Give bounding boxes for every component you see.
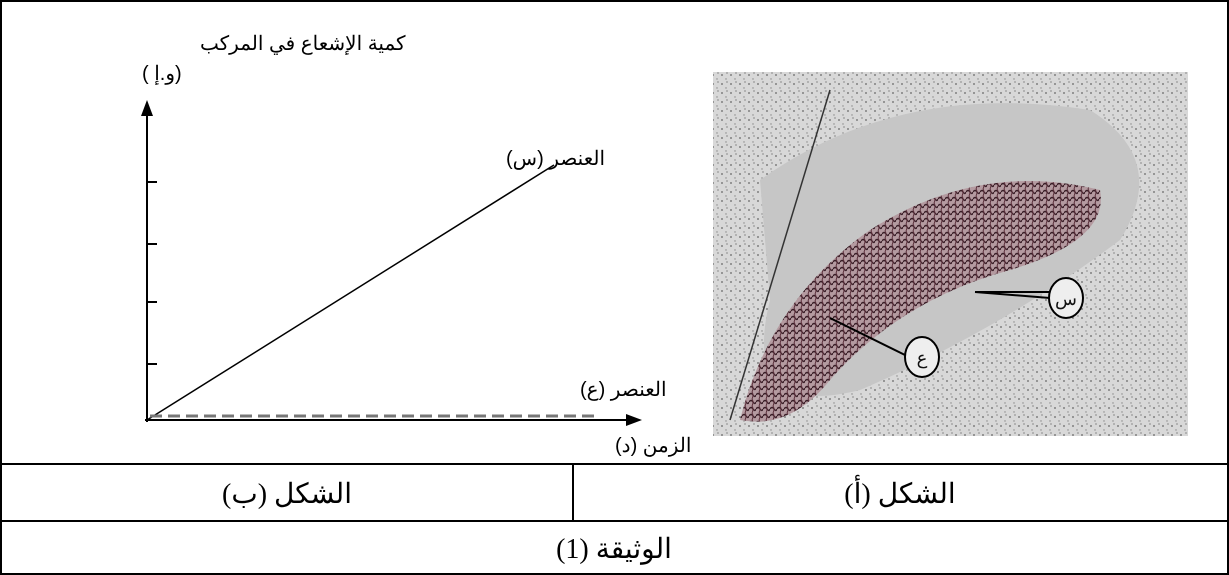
caption-b: الشكل (ب) xyxy=(222,479,352,510)
y-axis-unit: (و.إ ) xyxy=(142,63,182,86)
line-e-label: العنصر (ع) xyxy=(580,379,667,401)
line-s xyxy=(147,165,554,420)
figure-a: س ع xyxy=(713,72,1188,436)
label-e: ع xyxy=(917,348,928,369)
figure-b: كمية الإشعاع في المركب (و.إ ) العنصر (س)… xyxy=(141,33,691,457)
x-axis-label: الزمن (د) xyxy=(615,435,691,457)
x-arrow xyxy=(626,414,642,426)
document: كمية الإشعاع في المركب (و.إ ) العنصر (س)… xyxy=(0,0,1229,575)
label-s: س xyxy=(1055,289,1077,310)
document-title: الوثيقة (1) xyxy=(556,534,672,565)
line-s-label: العنصر (س) xyxy=(506,148,605,170)
y-arrow xyxy=(141,100,153,116)
y-axis-label: كمية الإشعاع في المركب xyxy=(200,33,406,56)
caption-a: الشكل (أ) xyxy=(844,475,955,510)
